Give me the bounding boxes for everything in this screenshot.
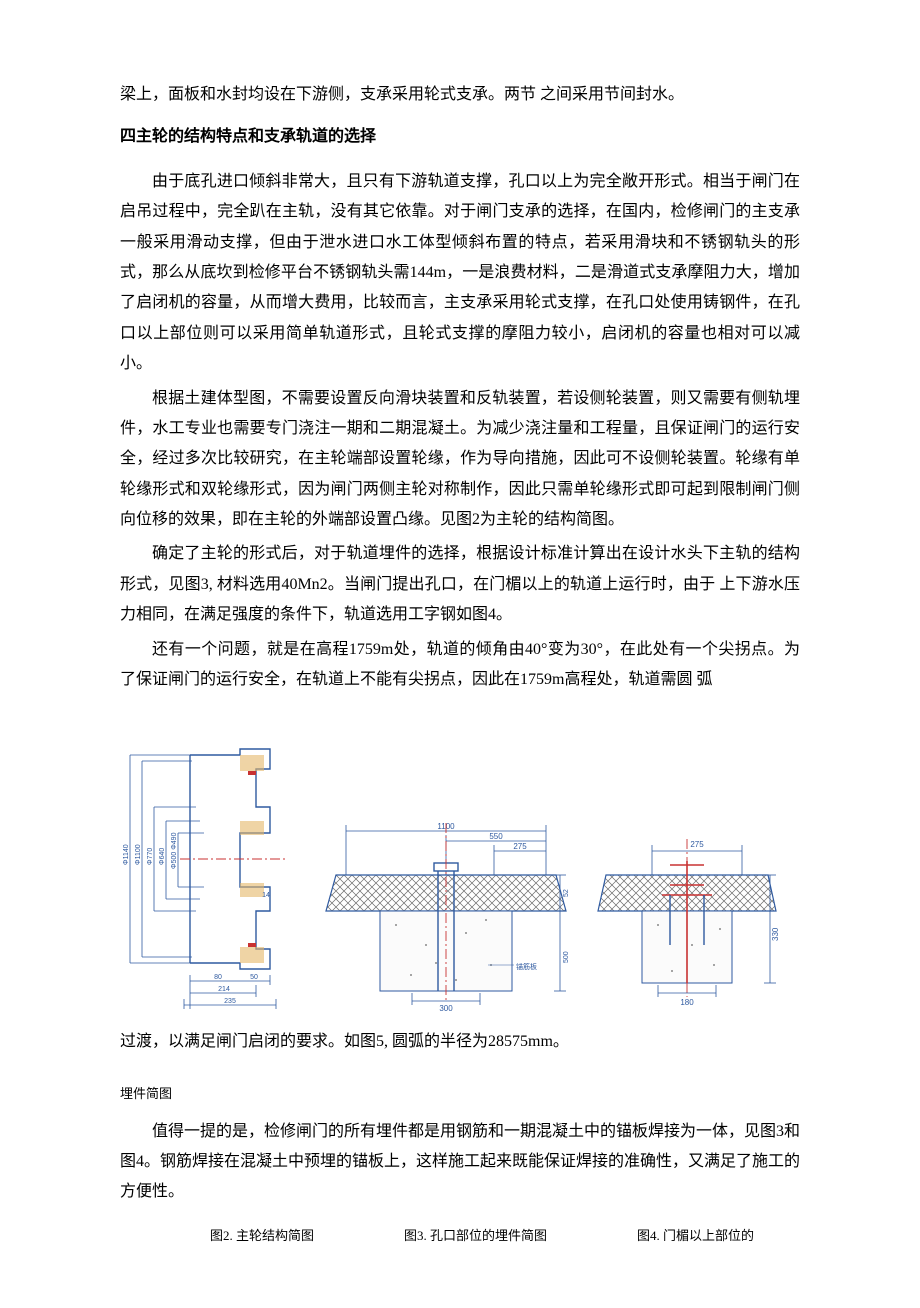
caption-fig2: 图2. 主轮结构简图 <box>210 1224 314 1249</box>
svg-text:300: 300 <box>439 1004 453 1013</box>
svg-text:550: 550 <box>489 832 503 841</box>
svg-text:214: 214 <box>218 986 230 993</box>
svg-text:Φ770: Φ770 <box>147 848 154 865</box>
paragraph-5: 值得一提的是，检修闸门的所有埋件都是用钢筋和一期混凝土中的锚板焊接为一体，见图3… <box>120 1117 800 1208</box>
fig4-svg: 275 <box>592 825 782 1015</box>
svg-text:52: 52 <box>563 890 570 898</box>
after-figure-line: 过渡，以满足闸门启闭的要求。如图5, 圆弧的半径为28575mm。 <box>120 1027 800 1057</box>
svg-text:50: 50 <box>250 974 258 981</box>
caption-fig3: 图3. 孔口部位的埋件简图 <box>404 1224 547 1249</box>
svg-text:330: 330 <box>771 928 780 942</box>
svg-text:Φ500 Φ490: Φ500 Φ490 <box>171 833 178 870</box>
svg-text:80: 80 <box>214 974 222 981</box>
figure-3-embed-section: 1100 550 275 <box>316 815 576 1015</box>
fig3-svg: 1100 550 275 <box>316 815 576 1015</box>
fig2-svg: Φ1140 Φ1100 Φ770 Φ640 Φ500 Φ490 80 50 <box>120 725 300 1015</box>
paragraph-3: 确定了主轮的形式后，对于轨道埋件的选择，根据设计标准计算出在设计水头下主轨的结构… <box>120 539 800 630</box>
svg-text:14: 14 <box>262 892 270 899</box>
svg-text:Φ1100: Φ1100 <box>135 845 142 866</box>
svg-text:275: 275 <box>513 842 527 851</box>
svg-text:锚筋板: 锚筋板 <box>516 962 537 971</box>
svg-text:Φ640: Φ640 <box>159 848 166 865</box>
figure-row: Φ1140 Φ1100 Φ770 Φ640 Φ500 Φ490 80 50 <box>120 715 800 1015</box>
svg-text:275: 275 <box>690 840 704 849</box>
embed-sketch-label: 埋件简图 <box>120 1082 800 1107</box>
figure-4-ibeam-section: 275 <box>592 825 782 1015</box>
paragraph-1: 由于底孔进口倾斜非常大，且只有下游轨道支撑，孔口以上为完全敞开形式。相当于闸门在… <box>120 167 800 380</box>
svg-text:235: 235 <box>224 998 236 1005</box>
paragraph-4: 还有一个问题，就是在高程1759m处，轨道的倾角由40°变为30°，在此处有一个… <box>120 635 800 696</box>
figure-captions-row: 图2. 主轮结构简图 图3. 孔口部位的埋件简图 图4. 门楣以上部位的 <box>120 1224 800 1249</box>
svg-text:180: 180 <box>680 998 694 1007</box>
continuation-line: 梁上，面板和水封均设在下游侧，支承采用轮式支承。两节 之间采用节间封水。 <box>120 80 800 110</box>
figure-2-wheel-section: Φ1140 Φ1100 Φ770 Φ640 Φ500 Φ490 80 50 <box>120 725 300 1015</box>
paragraph-2: 根据土建体型图，不需要设置反向滑块装置和反轨装置，若设侧轮装置，则又需要有侧轨埋… <box>120 384 800 536</box>
caption-fig4: 图4. 门楣以上部位的 <box>637 1224 754 1249</box>
svg-text:Φ1140: Φ1140 <box>123 845 130 866</box>
svg-text:500: 500 <box>563 952 570 964</box>
section-heading: 四主轮的结构特点和支承轨道的选择 <box>120 122 800 152</box>
